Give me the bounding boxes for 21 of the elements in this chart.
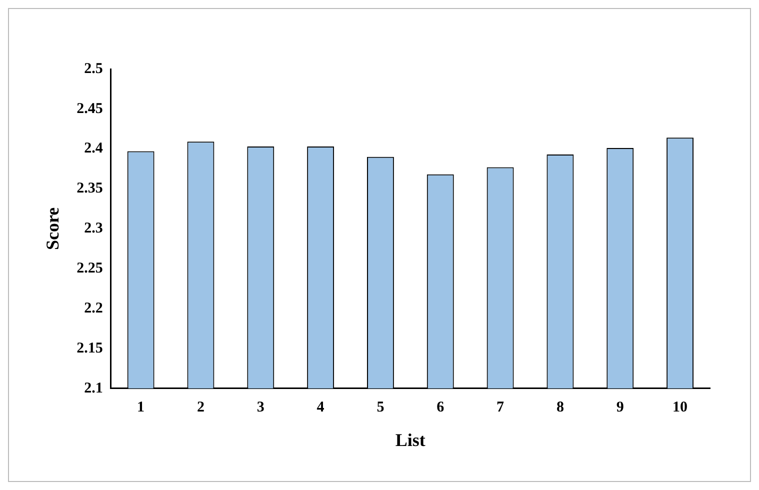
x-tick-label: 3 [256, 399, 264, 416]
x-tick-label: 8 [556, 399, 564, 416]
x-tick-label: 5 [376, 399, 384, 416]
y-tick-label: 2.4 [84, 140, 104, 157]
y-tick-label: 2.35 [76, 180, 103, 197]
y-tick-label: 2.45 [76, 100, 103, 117]
y-tick-label: 2.25 [76, 260, 103, 276]
x-axis-title: List [395, 430, 426, 450]
x-tick-label: 1 [137, 399, 145, 416]
y-tick-label: 2.3 [84, 220, 103, 237]
x-tick-label: 6 [436, 399, 445, 416]
x-tick-label: 9 [616, 399, 624, 416]
x-tick-label: 2 [196, 399, 204, 416]
y-tick-label: 2.5 [84, 60, 103, 77]
x-tick-label: 10 [672, 399, 688, 416]
y-tick-label: 2.1 [84, 380, 103, 396]
y-tick-label: 2.15 [76, 340, 103, 356]
y-axis-title: Score [42, 207, 62, 250]
x-tick-label: 7 [496, 399, 505, 416]
y-tick-label: 2.2 [84, 300, 103, 316]
x-tick-label: 4 [316, 399, 325, 416]
